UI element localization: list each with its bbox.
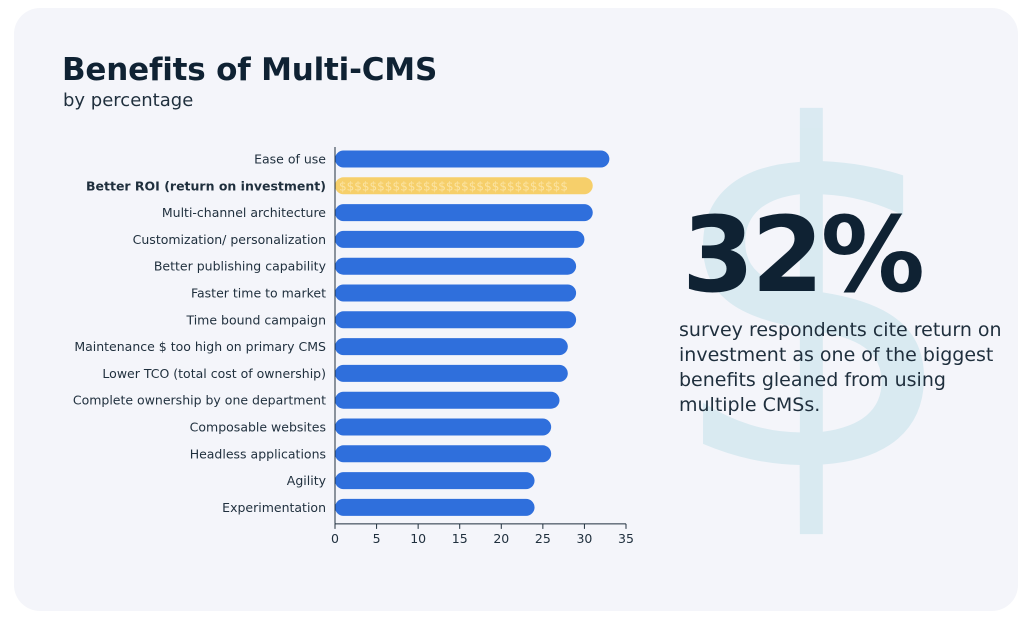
bar — [335, 150, 610, 168]
bar — [335, 364, 568, 382]
category-label: Lower TCO (total cost of ownership) — [102, 366, 326, 381]
category-label: Multi-channel architecture — [162, 205, 326, 220]
bar — [335, 230, 585, 248]
bar-highlight-pattern: $$$$$$$$$$$$$$$$$$$$$$$$$$$$$$ — [339, 179, 568, 193]
category-label: Composable websites — [190, 420, 326, 435]
category-label: Agility — [287, 473, 327, 488]
x-tick-label: 35 — [618, 531, 634, 546]
x-tick-label: 30 — [576, 531, 592, 546]
bar — [335, 257, 577, 275]
bar — [335, 418, 552, 436]
bar — [335, 391, 560, 409]
bar — [335, 472, 535, 490]
x-tick-label: 10 — [410, 531, 426, 546]
category-label: Experimentation — [222, 500, 326, 515]
x-tick-label: 5 — [373, 531, 381, 546]
x-tick-label: 20 — [493, 531, 509, 546]
x-tick-label: 0 — [331, 531, 339, 546]
category-label: Ease of use — [254, 152, 326, 167]
x-tick-label: 25 — [535, 531, 551, 546]
bar — [335, 284, 577, 302]
category-label: Customization/ personalization — [133, 232, 326, 247]
dollar-watermark-icon: $ — [664, 29, 964, 576]
chart-subtitle: by percentage — [63, 90, 194, 111]
category-label: Better publishing capability — [154, 259, 327, 274]
category-label: Better ROI (return on investment) — [86, 178, 326, 193]
bar — [335, 498, 535, 516]
bar-chart: Ease of use $$$$$$$$$$$$$$$$$$$$$$$$$$$$$… — [73, 147, 634, 546]
category-label: Faster time to market — [191, 286, 326, 301]
category-label: Maintenance $ too high on primary CMS — [74, 339, 326, 354]
bar — [335, 338, 568, 356]
category-label: Time bound campaign — [185, 312, 326, 327]
bar — [335, 445, 552, 463]
infographic-card: $ Benefits of Multi-CMS by percentage Ea… — [14, 8, 1018, 611]
category-label: Complete ownership by one department — [73, 393, 326, 408]
bar-highlight — [335, 177, 593, 195]
headline-stat: 32% — [682, 194, 925, 316]
headline-description: survey respondents cite return on invest… — [679, 319, 1002, 416]
x-tick-label: 15 — [452, 531, 468, 546]
bar — [335, 311, 577, 329]
bar — [335, 204, 593, 222]
category-label: Headless applications — [190, 446, 326, 461]
chart-title: Benefits of Multi-CMS — [62, 52, 438, 88]
